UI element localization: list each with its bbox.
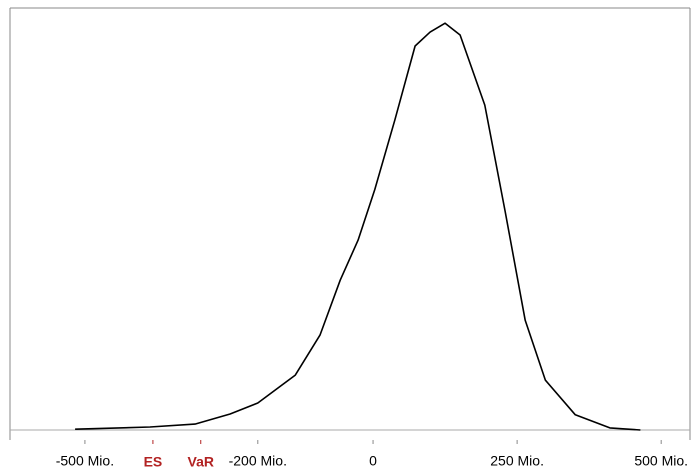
x-tick-label: 0 [369, 453, 377, 469]
x-tick-label: 500 Mio. [634, 453, 688, 469]
risk-marker-label: VaR [188, 454, 214, 470]
x-tick-label: 250 Mio. [490, 453, 544, 469]
density-line [75, 22, 641, 431]
plot-area [10, 8, 690, 440]
x-tick-label: -500 Mio. [56, 453, 114, 469]
x-tick-label: -200 Mio. [229, 453, 287, 469]
risk-marker-label: ES [144, 454, 163, 470]
